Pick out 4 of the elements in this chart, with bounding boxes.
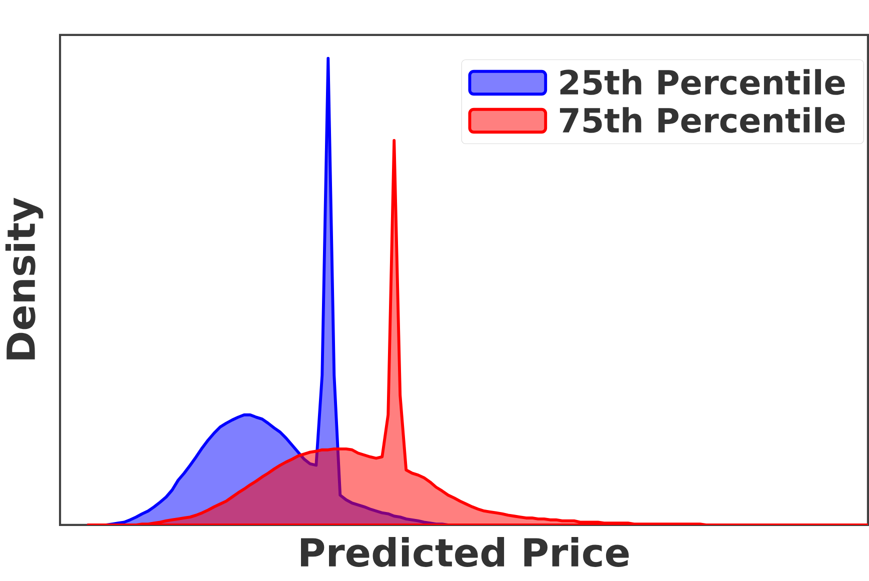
y-axis-title: Density bbox=[5, 198, 44, 360]
legend-label: 25th Percentile bbox=[560, 69, 845, 95]
x-axis-title: Predicted Price bbox=[300, 537, 629, 567]
legend-label: 75th Percentile bbox=[560, 107, 845, 133]
